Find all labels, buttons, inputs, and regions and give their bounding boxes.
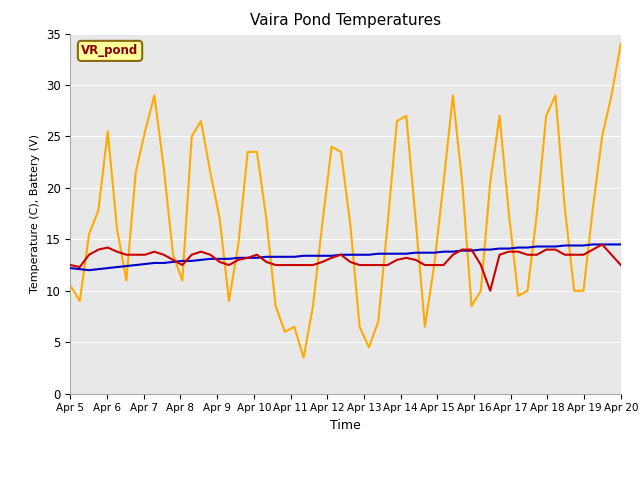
Text: VR_pond: VR_pond [81,44,139,58]
Title: Vaira Pond Temperatures: Vaira Pond Temperatures [250,13,441,28]
Legend: Water_temp, PanelT_pond, BattV_pond: Water_temp, PanelT_pond, BattV_pond [157,479,534,480]
Y-axis label: Temperature (C), Battery (V): Temperature (C), Battery (V) [30,134,40,293]
X-axis label: Time: Time [330,419,361,432]
